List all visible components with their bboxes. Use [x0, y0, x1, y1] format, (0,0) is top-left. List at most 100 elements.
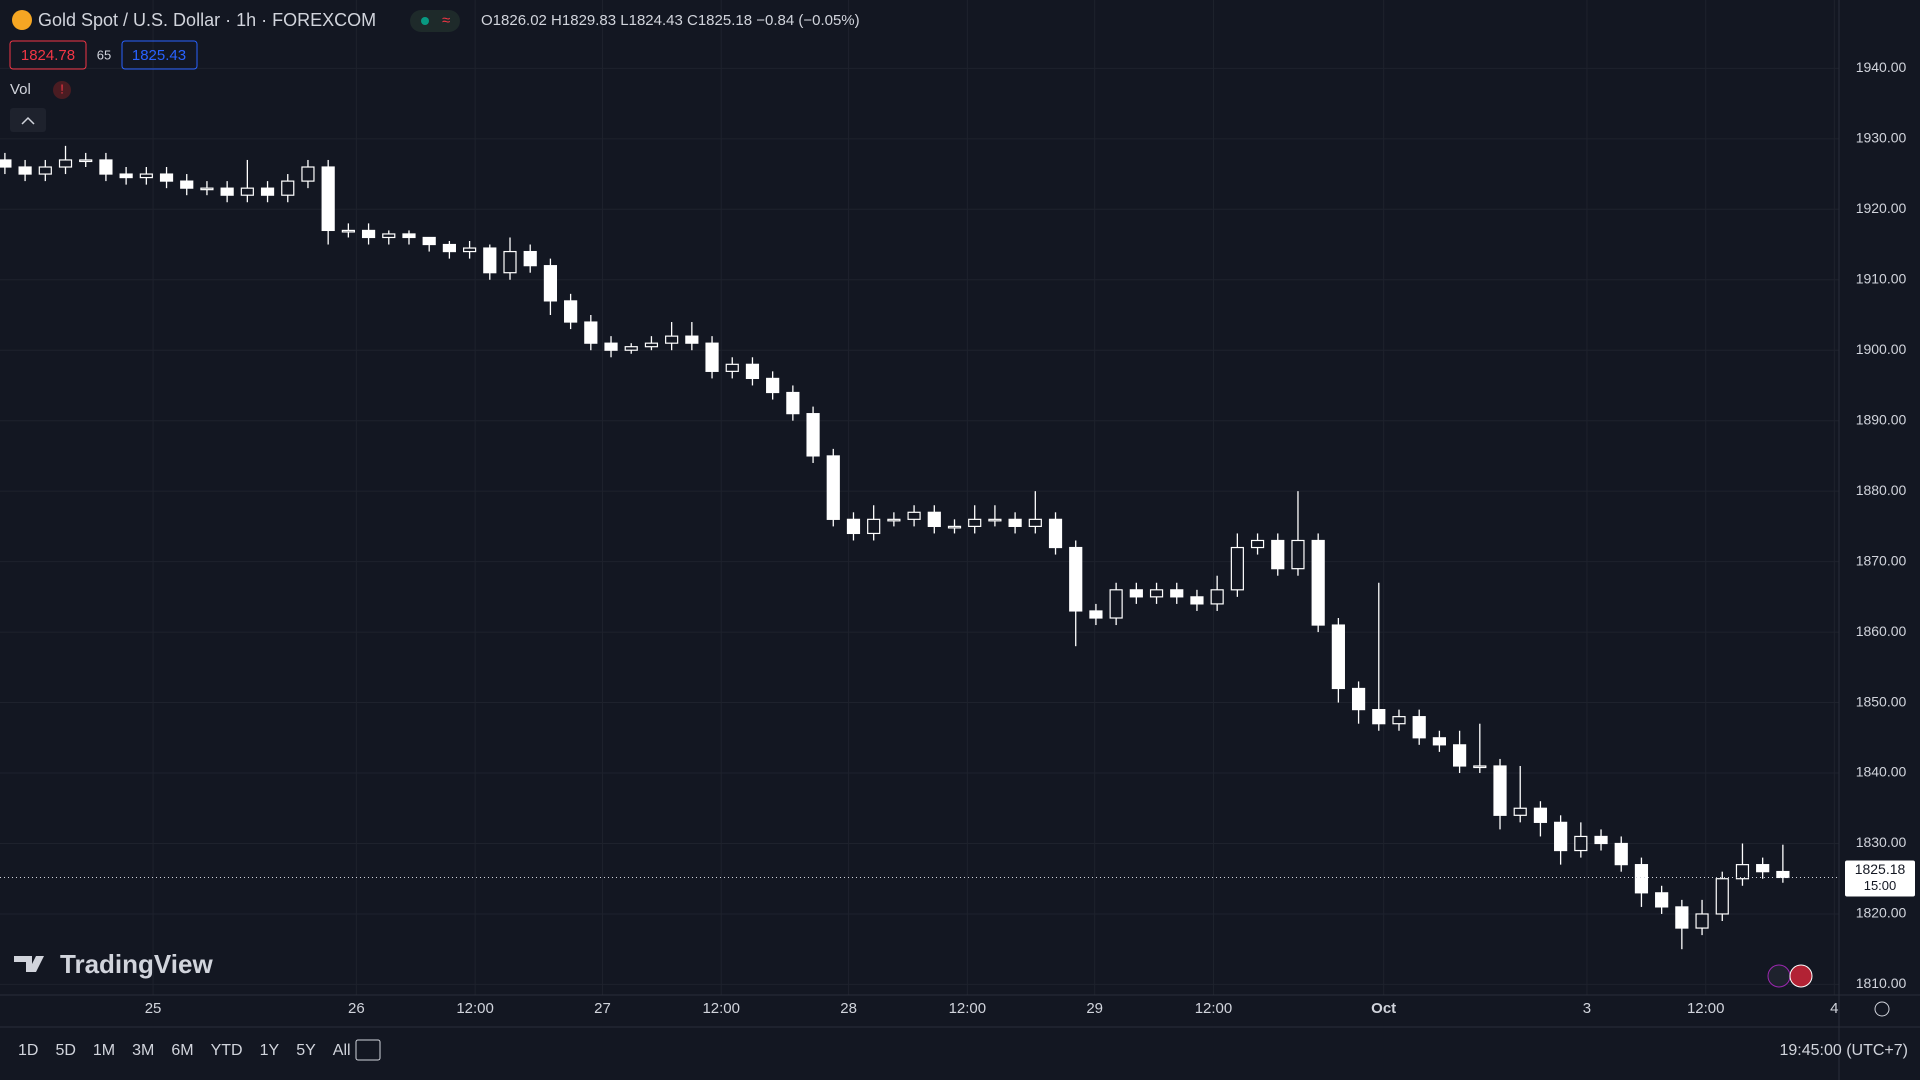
x-tick-label: 12:00 — [1687, 1000, 1725, 1017]
candle-body — [1634, 864, 1649, 894]
settings-icon[interactable] — [1874, 1001, 1890, 1017]
candle-body — [200, 187, 214, 191]
price-label: 1825.18 — [1855, 861, 1906, 877]
candle-body — [1230, 546, 1244, 591]
candle-body — [1453, 744, 1467, 767]
candle-body — [422, 236, 436, 246]
candle-body — [58, 159, 73, 168]
candle-body — [503, 250, 517, 274]
market-open — [421, 17, 429, 25]
candle-body — [988, 518, 1002, 522]
candle-body — [826, 455, 840, 520]
candle-body — [1594, 835, 1608, 845]
candle-body — [1675, 906, 1689, 929]
candle-body — [1149, 589, 1164, 598]
range-button[interactable]: 5D — [55, 1042, 75, 1059]
candle-body — [947, 525, 962, 529]
candle-body — [1372, 709, 1386, 725]
candle-body — [624, 346, 638, 351]
x-tick-label: Oct — [1371, 1000, 1396, 1017]
candle-body — [1190, 596, 1204, 605]
symbol-icon[interactable] — [12, 10, 32, 30]
x-tick-label: 12:00 — [702, 1000, 740, 1017]
range-button[interactable]: 1M — [93, 1042, 115, 1059]
candle-body — [281, 180, 295, 196]
collapse-button[interactable] — [10, 108, 46, 132]
candle-body — [0, 159, 12, 168]
candle-body — [1756, 864, 1770, 873]
candle-body — [1311, 539, 1325, 626]
candle-body — [523, 250, 537, 267]
range-button[interactable]: 5Y — [296, 1042, 316, 1059]
candle-body — [382, 233, 396, 239]
ask[interactable]: 1825.43 — [132, 47, 186, 64]
range-button[interactable]: 6M — [171, 1042, 193, 1059]
candle-body — [725, 363, 739, 372]
candle-body — [1513, 807, 1527, 816]
candle-body — [1250, 539, 1265, 549]
candle-body — [887, 518, 901, 522]
range-button[interactable]: All — [333, 1042, 351, 1059]
candle-body — [806, 413, 820, 457]
toolbar: 1D 5D 1M 3M 6M YTD 1Y 5Y All — [18, 1042, 351, 1059]
clock[interactable]: 19:45:00 (UTC+7) — [1779, 1042, 1908, 1059]
candle-body — [1129, 589, 1143, 598]
candle-body — [18, 166, 32, 175]
bid-box[interactable] — [9, 40, 87, 70]
candle-body — [766, 377, 780, 394]
range-button[interactable]: 1Y — [260, 1042, 280, 1059]
events-icon[interactable] — [1767, 964, 1791, 988]
candle-body — [1412, 716, 1426, 739]
ask-box[interactable] — [121, 40, 198, 70]
logo: TradingView — [60, 949, 213, 979]
candle-body — [927, 511, 941, 527]
candle-body — [1776, 870, 1790, 879]
candle-body — [240, 187, 254, 196]
candle-body — [1210, 589, 1224, 605]
x-tick-label: 12:00 — [949, 1000, 987, 1017]
candle-body — [745, 363, 760, 380]
volume-label[interactable]: Vol — [10, 81, 31, 98]
y-tick-label: 1860.00 — [1856, 623, 1907, 639]
price-label-box — [1845, 860, 1915, 897]
volume-alert-icon[interactable] — [53, 81, 71, 99]
candle-body — [1331, 624, 1345, 690]
candle-body — [1655, 892, 1669, 908]
candle-body — [685, 335, 699, 344]
status-pill[interactable] — [410, 10, 460, 32]
candle-body — [442, 243, 456, 253]
candle-body — [584, 321, 598, 344]
logo-mark — [14, 956, 44, 972]
range-button[interactable]: 3M — [132, 1042, 154, 1059]
flag-icon[interactable] — [1789, 964, 1813, 988]
candle-body — [604, 342, 618, 351]
x-tick-label: 12:00 — [1195, 1000, 1233, 1017]
date-range-icon[interactable] — [355, 1039, 381, 1061]
x-tick-label: 27 — [594, 1000, 611, 1017]
candle-body — [462, 247, 477, 253]
candle-body — [1493, 765, 1507, 816]
volume-alert: ! — [60, 81, 64, 96]
range-button[interactable]: YTD — [211, 1042, 243, 1059]
candle-body — [846, 518, 861, 535]
candle-body — [1715, 878, 1729, 915]
candle-body — [139, 173, 153, 179]
bid[interactable]: 1824.78 — [21, 47, 75, 64]
x-tick-label: 4 — [1830, 1000, 1838, 1017]
ohlc: O1826.02 H1829.83 L1824.43 C1825.18 −0.8… — [481, 12, 860, 29]
symbol[interactable]: Gold Spot / U.S. Dollar · 1h · FOREXCOM — [38, 10, 376, 30]
y-tick-label: 1840.00 — [1856, 764, 1907, 780]
y-tick-label: 1940.00 — [1856, 59, 1907, 75]
candle-body — [1028, 518, 1042, 527]
range-button[interactable]: 1D — [18, 1042, 38, 1059]
candle-body — [79, 159, 93, 163]
x-tick-label: 25 — [145, 1000, 162, 1017]
candle-body — [1291, 539, 1305, 570]
y-tick-label: 1820.00 — [1856, 905, 1907, 921]
candle-body — [361, 229, 376, 239]
candle-body — [705, 342, 719, 372]
candle-body — [1432, 737, 1446, 746]
